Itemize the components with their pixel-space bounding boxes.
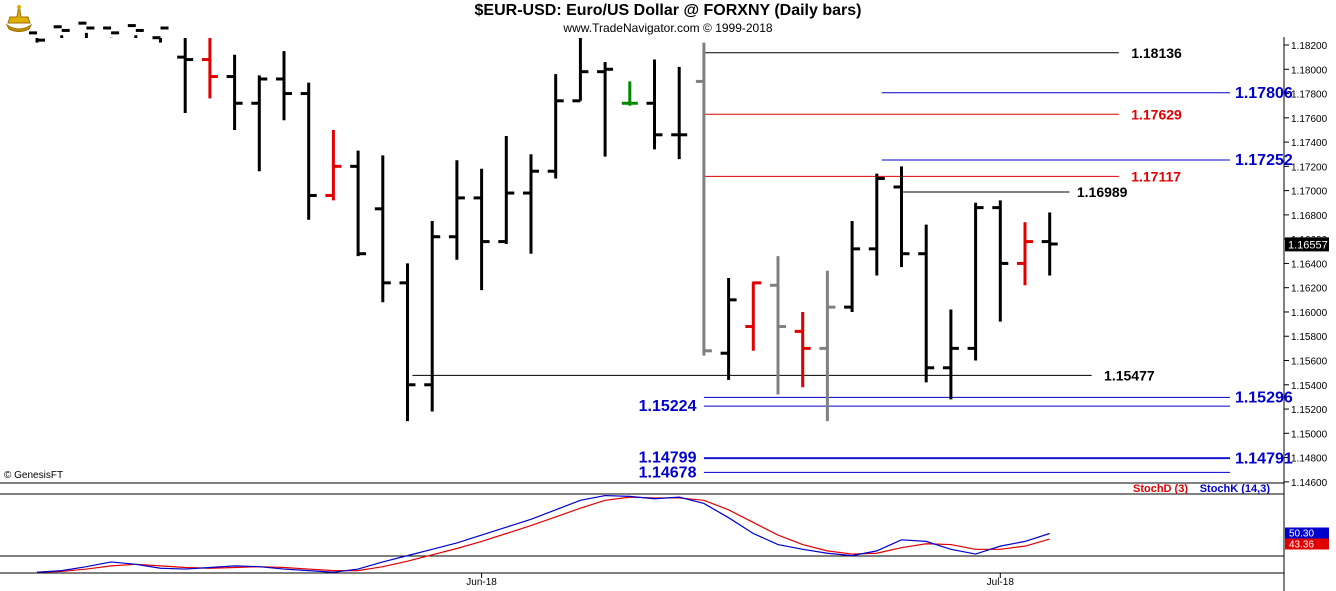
price-bar — [399, 263, 416, 422]
price-bar — [350, 150, 367, 257]
price-bar — [127, 24, 144, 38]
price-bar — [967, 202, 984, 361]
price-bar — [819, 270, 836, 422]
price-bar — [942, 309, 959, 400]
legend-stoch-k: StochK (14,3) — [1200, 483, 1271, 495]
price-bar — [523, 154, 539, 254]
data-credit: © GenesisFT — [4, 470, 63, 481]
stoch-d-tag — [1285, 538, 1329, 550]
price-bar — [1041, 212, 1058, 276]
price-bar — [177, 38, 194, 113]
stoch-k-value: 50.30 — [1289, 529, 1314, 540]
date-axis-labels: Jun-18 Jul-18 — [466, 573, 1014, 588]
price-tick-label: 1.18200 — [1291, 41, 1328, 52]
price-bar — [300, 82, 317, 220]
date-label: Jul-18 — [987, 577, 1015, 588]
price-axis-ticks: 1.18200 1.18000 1.17800 1.17600 1.17400 1.172… — [1284, 41, 1328, 489]
price-bar — [29, 31, 45, 43]
level-label: 1.15224 — [639, 398, 697, 415]
price-bar — [992, 200, 1009, 322]
level-label: 1.17806 — [1235, 85, 1293, 102]
price-tick-label: 1.16400 — [1291, 259, 1328, 270]
price-bar — [448, 160, 465, 260]
price-bar — [597, 61, 614, 157]
price-bar — [201, 38, 218, 99]
price-tick-label: 1.15200 — [1291, 405, 1328, 416]
price-tick-label: 1.15400 — [1291, 381, 1328, 392]
price-bar — [53, 25, 70, 38]
date-label: Jun-18 — [466, 577, 497, 588]
price-bar — [646, 59, 663, 150]
stoch-d-value: 43.36 — [1289, 540, 1314, 551]
price-bar — [918, 224, 935, 383]
price-bar — [374, 155, 391, 303]
chart-header: $EUR-USD: Euro/US Dollar @ FORXNY (Daily… — [0, 0, 1336, 37]
price-tick-label: 1.14600 — [1291, 478, 1328, 489]
level-label: 1.17629 — [1131, 106, 1182, 122]
price-bar — [276, 51, 292, 121]
price-bar — [671, 66, 688, 160]
level-label: 1.18136 — [1131, 45, 1182, 61]
price-tick-label: 1.16800 — [1291, 211, 1328, 222]
price-bar — [868, 173, 885, 276]
level-label: 1.14799 — [639, 450, 697, 467]
price-tick-label: 1.17000 — [1291, 187, 1328, 198]
price-bar — [844, 220, 861, 312]
price-bar — [893, 166, 910, 268]
stoch-k-tag — [1285, 527, 1329, 539]
price-bar — [251, 75, 268, 172]
price-bars — [29, 21, 1058, 422]
price-bar — [572, 38, 589, 103]
level-label: 1.17117 — [1131, 168, 1181, 184]
price-bar — [325, 129, 342, 201]
chart-title: $EUR-USD: Euro/US Dollar @ FORXNY (Daily… — [474, 2, 862, 19]
level-label: 1.15477 — [1104, 367, 1155, 383]
price-bar — [720, 277, 737, 380]
price-tick-label: 1.17400 — [1291, 138, 1328, 149]
stoch-k-line — [36, 494, 1050, 573]
price-bar — [1017, 222, 1033, 286]
price-bar — [226, 54, 243, 130]
level-label: 1.14791 — [1235, 451, 1293, 468]
price-bar — [78, 21, 95, 38]
price-tick-label: 1.16200 — [1291, 284, 1328, 295]
price-bar — [745, 281, 762, 351]
chart-subtitle: www.TradeNavigator.com © 1999-2018 — [563, 21, 773, 35]
price-bar — [103, 26, 120, 38]
price-bar — [621, 81, 638, 106]
level-label: 1.16989 — [1077, 184, 1128, 200]
price-bar — [695, 42, 712, 356]
price-panel-bg — [0, 37, 1284, 483]
price-bar — [770, 256, 786, 395]
price-bar — [424, 220, 441, 412]
level-label: 1.17252 — [1235, 152, 1293, 169]
price-bar — [473, 168, 490, 291]
last-price-tag: 1.16557 — [1285, 237, 1329, 252]
price-bar — [152, 26, 169, 43]
level-label: 1.15296 — [1235, 389, 1293, 406]
price-tick-label: 1.17200 — [1291, 162, 1328, 173]
legend-stoch-d: StochD (3) — [1133, 483, 1188, 495]
price-tick-label: 1.17600 — [1291, 114, 1328, 125]
price-bar — [547, 74, 564, 179]
price-tick-label: 1.15800 — [1291, 332, 1328, 343]
support-resistance-levels: 1.18136 1.17806 1.17629 1.17252 1.171171.169… — [412, 45, 1293, 481]
price-tick-label: 1.14800 — [1291, 454, 1328, 465]
price-bar — [498, 136, 515, 245]
price-tick-label: 1.17800 — [1291, 90, 1328, 101]
price-tick-label: 1.15600 — [1291, 357, 1328, 368]
price-tick-label: 1.15000 — [1291, 429, 1328, 440]
trade-navigator-logo-icon — [5, 4, 33, 32]
level-label: 1.14678 — [639, 464, 697, 481]
price-bar — [794, 311, 811, 388]
price-tick-label: 1.16000 — [1291, 308, 1328, 319]
last-price-label: 1.16557 — [1288, 239, 1328, 251]
price-tick-label: 1.18000 — [1291, 65, 1328, 76]
stoch-d-line — [36, 496, 1050, 573]
